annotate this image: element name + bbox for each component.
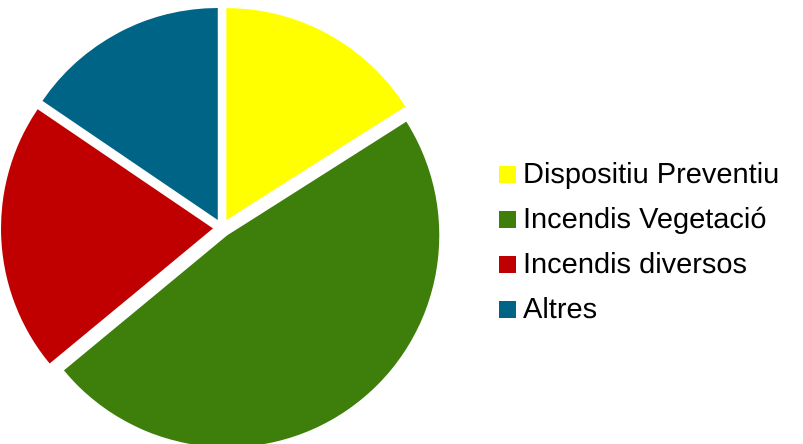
legend-label: Dispositiu Preventiu bbox=[523, 158, 780, 190]
legend-item-dispositiu-preventiu: Dispositiu Preventiu bbox=[499, 152, 779, 197]
pie-slice-incendis-diversos bbox=[1, 109, 214, 364]
legend: Dispositiu Preventiu Incendis Vegetació … bbox=[499, 152, 779, 332]
legend-label: Incendis Vegetació bbox=[523, 203, 767, 235]
pie-slice-altres bbox=[42, 8, 218, 221]
legend-item-incendis-diversos: Incendis diversos bbox=[499, 242, 779, 287]
legend-label: Incendis diversos bbox=[523, 248, 748, 280]
legend-item-altres: Altres bbox=[499, 287, 779, 332]
legend-swatch bbox=[499, 301, 516, 318]
pie-slice-dispositiu-preventiu bbox=[226, 8, 406, 221]
legend-swatch bbox=[499, 256, 516, 273]
legend-swatch bbox=[499, 166, 516, 183]
pie-slice-incendis-vegetaci- bbox=[63, 121, 440, 444]
pie-chart bbox=[1, 8, 440, 444]
legend-swatch bbox=[499, 211, 516, 228]
legend-item-incendis-vegetacio: Incendis Vegetació bbox=[499, 197, 779, 242]
legend-label: Altres bbox=[523, 293, 598, 325]
